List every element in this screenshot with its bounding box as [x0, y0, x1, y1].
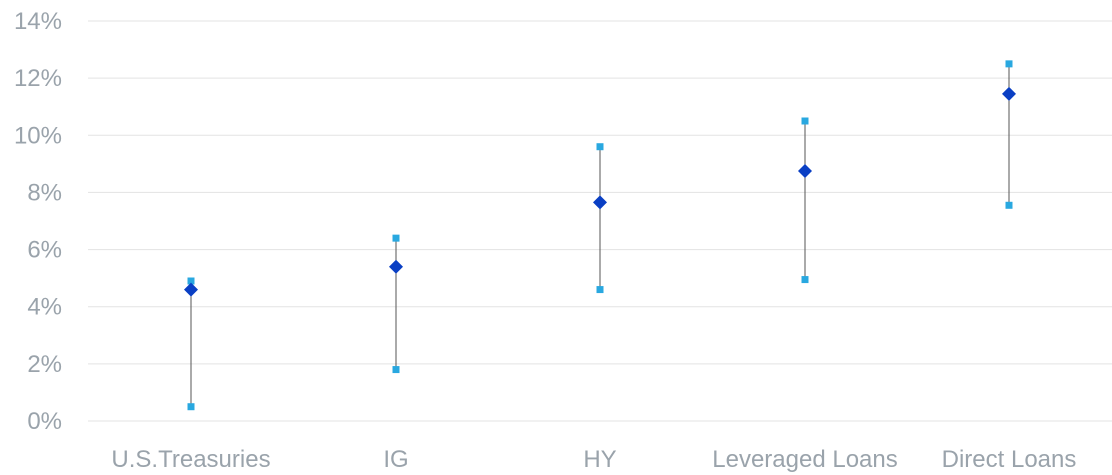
low-marker: [392, 366, 400, 374]
point-marker: [593, 195, 607, 210]
y-tick-label: 6%: [27, 237, 62, 264]
low-marker: [596, 286, 604, 294]
point-marker: [389, 259, 403, 274]
y-tick-label: 12%: [14, 65, 62, 92]
high-marker: [1005, 60, 1013, 68]
data-markers: [184, 60, 1016, 411]
high-marker: [187, 277, 195, 285]
category-label: HY: [583, 446, 616, 473]
point-marker: [184, 282, 198, 297]
y-axis-tick-labels: 0% 2% 4% 6% 8% 10% 12% 14%: [14, 8, 62, 435]
low-marker: [801, 276, 809, 284]
point-marker: [798, 164, 812, 178]
y-tick-label: 2%: [27, 351, 62, 378]
point-marker: [1002, 86, 1016, 101]
x-axis-category-labels: U.S.Treasuries IG HY Leveraged Loans Direct …: [111, 446, 1076, 473]
high-marker: [596, 143, 604, 151]
high-marker: [392, 234, 400, 242]
y-tick-label: 4%: [27, 294, 62, 321]
category-label: U.S.Treasuries: [111, 446, 270, 473]
range-lines: [190, 63, 1010, 407]
y-tick-label: 0%: [27, 408, 62, 435]
low-marker: [1005, 201, 1013, 209]
category-label: Direct Loans: [942, 446, 1077, 473]
y-tick-label: 8%: [27, 179, 62, 206]
low-marker: [187, 403, 195, 411]
y-tick-label: 10%: [14, 122, 62, 149]
high-marker: [801, 117, 809, 125]
category-label: Leveraged Loans: [712, 446, 897, 473]
category-label: IG: [383, 446, 408, 473]
y-tick-label: 14%: [14, 8, 62, 35]
